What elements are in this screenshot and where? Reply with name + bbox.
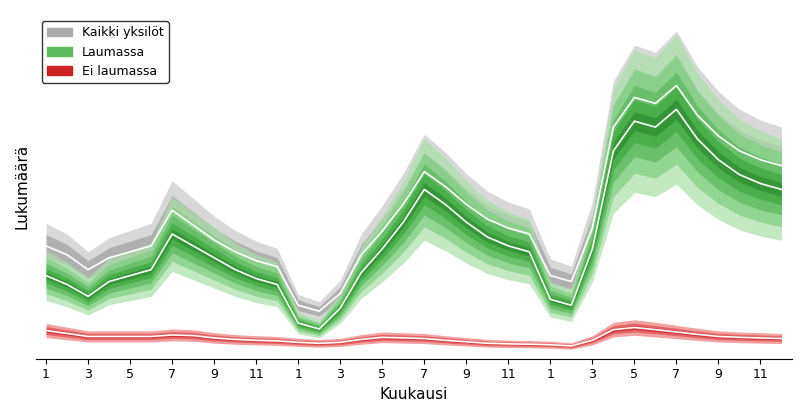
- Y-axis label: Lukumäärä: Lukumäärä: [15, 144, 30, 229]
- X-axis label: Kuukausi: Kuukausi: [379, 387, 448, 402]
- Legend: Kaikki yksilöt, Laumassa, Ei laumassa: Kaikki yksilöt, Laumassa, Ei laumassa: [42, 21, 169, 83]
